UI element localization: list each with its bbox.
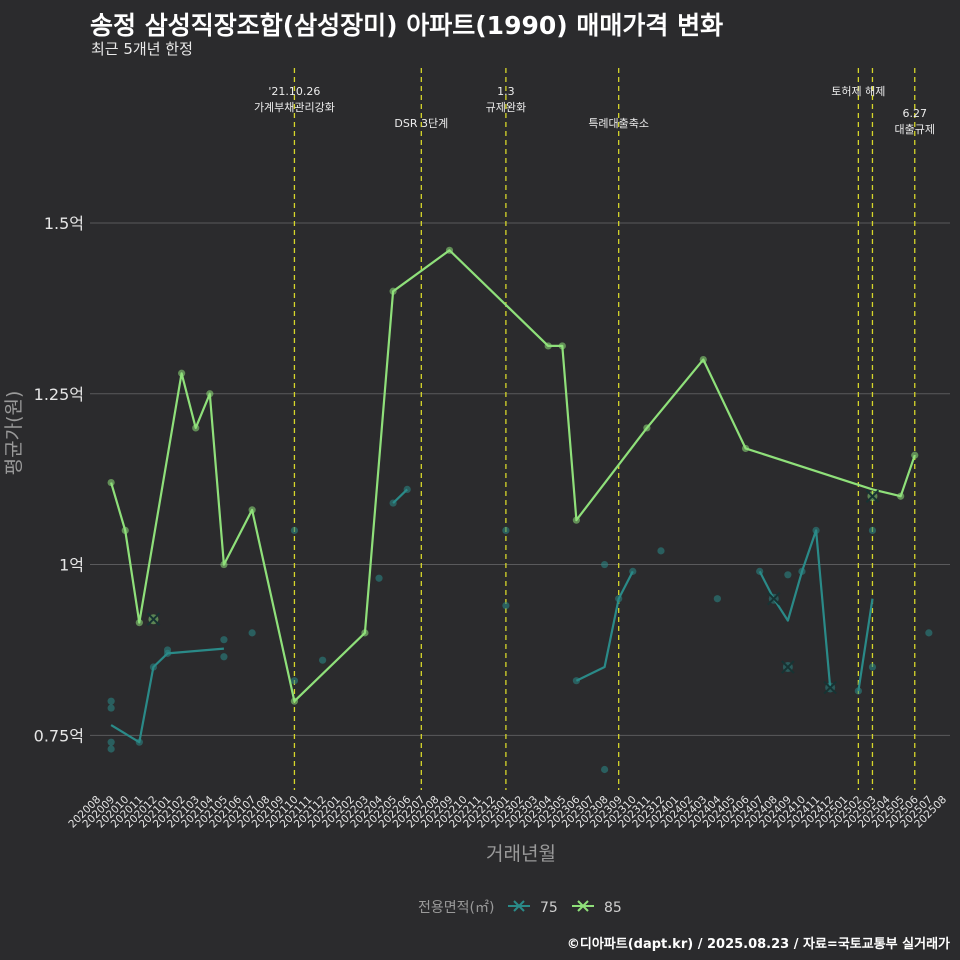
y-axis: 0.75억 1억 1.25억 1.5억 — [34, 214, 84, 745]
legend-title: 전용면적(㎡) — [418, 900, 494, 916]
data-point — [220, 653, 228, 661]
series-line — [758, 529, 832, 688]
cross-mark — [865, 489, 880, 503]
series-75 — [107, 485, 933, 774]
series-line — [857, 598, 874, 692]
data-point — [163, 646, 172, 654]
data-point — [600, 765, 609, 774]
event-label: 규제완화 — [486, 101, 526, 114]
data-point — [220, 636, 228, 644]
data-point — [107, 738, 115, 746]
data-point — [107, 697, 115, 705]
data-point — [502, 601, 510, 610]
cross-mark — [781, 660, 795, 674]
series-line — [392, 488, 408, 504]
data-point — [107, 745, 115, 753]
data-point — [319, 656, 327, 664]
legend-swatch-cross — [577, 900, 589, 912]
data-point — [657, 547, 665, 555]
x-axis: 2020082020092020102020112020122021012021… — [66, 793, 949, 830]
data-point — [868, 663, 877, 671]
legend-item-75: 75 — [508, 900, 558, 916]
legend: 전용면적(㎡) 75 85 — [418, 900, 622, 916]
legend-label: 75 — [540, 900, 558, 916]
data-point — [290, 526, 299, 534]
data-point — [502, 526, 510, 534]
cross-mark — [767, 592, 781, 606]
event-lines — [293, 68, 916, 790]
data-point — [868, 526, 877, 534]
grid-lines — [90, 222, 950, 736]
legend-label: 85 — [604, 900, 622, 916]
cross-mark — [146, 612, 161, 626]
data-point — [107, 704, 115, 712]
event-label: DSR 3단계 — [394, 117, 448, 130]
event-label: 토허제 해제 — [831, 84, 885, 98]
data-point — [375, 574, 383, 582]
cross-mark — [823, 680, 837, 695]
data-point — [107, 478, 115, 487]
source-caption: ©디아파트(dapt.kr) / 2025.08.23 / 자료=국토교통부 실… — [566, 937, 950, 952]
data-point — [784, 571, 792, 579]
chart-title: 송정 삼성직장조합(삼성장미) 아파트(1990) 매매가격 변화 — [90, 11, 724, 40]
data-point — [248, 629, 256, 637]
legend-item-85: 85 — [572, 900, 622, 916]
event-label: 가계부채관리강화 — [254, 101, 335, 114]
series-line — [575, 570, 634, 682]
y-tick-label: 1억 — [59, 556, 84, 575]
legend-swatch-cross — [513, 900, 525, 912]
data-point — [290, 677, 299, 685]
data-point — [629, 567, 637, 575]
y-tick-label: 1.25억 — [34, 385, 84, 404]
event-label: 대출규제 — [895, 123, 935, 136]
event-label: 특례대출축소 — [588, 117, 649, 130]
y-tick-label: 0.75억 — [34, 726, 84, 745]
data-point — [600, 560, 609, 569]
data-point — [713, 595, 721, 603]
data-point — [925, 629, 933, 637]
data-point — [854, 687, 862, 695]
chart-subtitle: 최근 5개년 한정 — [91, 40, 193, 58]
y-axis-label: 평균가(원) — [3, 391, 25, 476]
series-85 — [107, 246, 919, 705]
event-label: '21.10.26 — [268, 85, 320, 98]
event-label: 1.3 — [497, 85, 515, 98]
x-axis-label: 거래년월 — [486, 843, 556, 865]
y-tick-label: 1.5억 — [44, 214, 84, 233]
series-layer — [107, 246, 933, 774]
event-label: 6.27 — [903, 107, 928, 120]
series-line — [110, 647, 224, 744]
series-line — [110, 249, 916, 703]
